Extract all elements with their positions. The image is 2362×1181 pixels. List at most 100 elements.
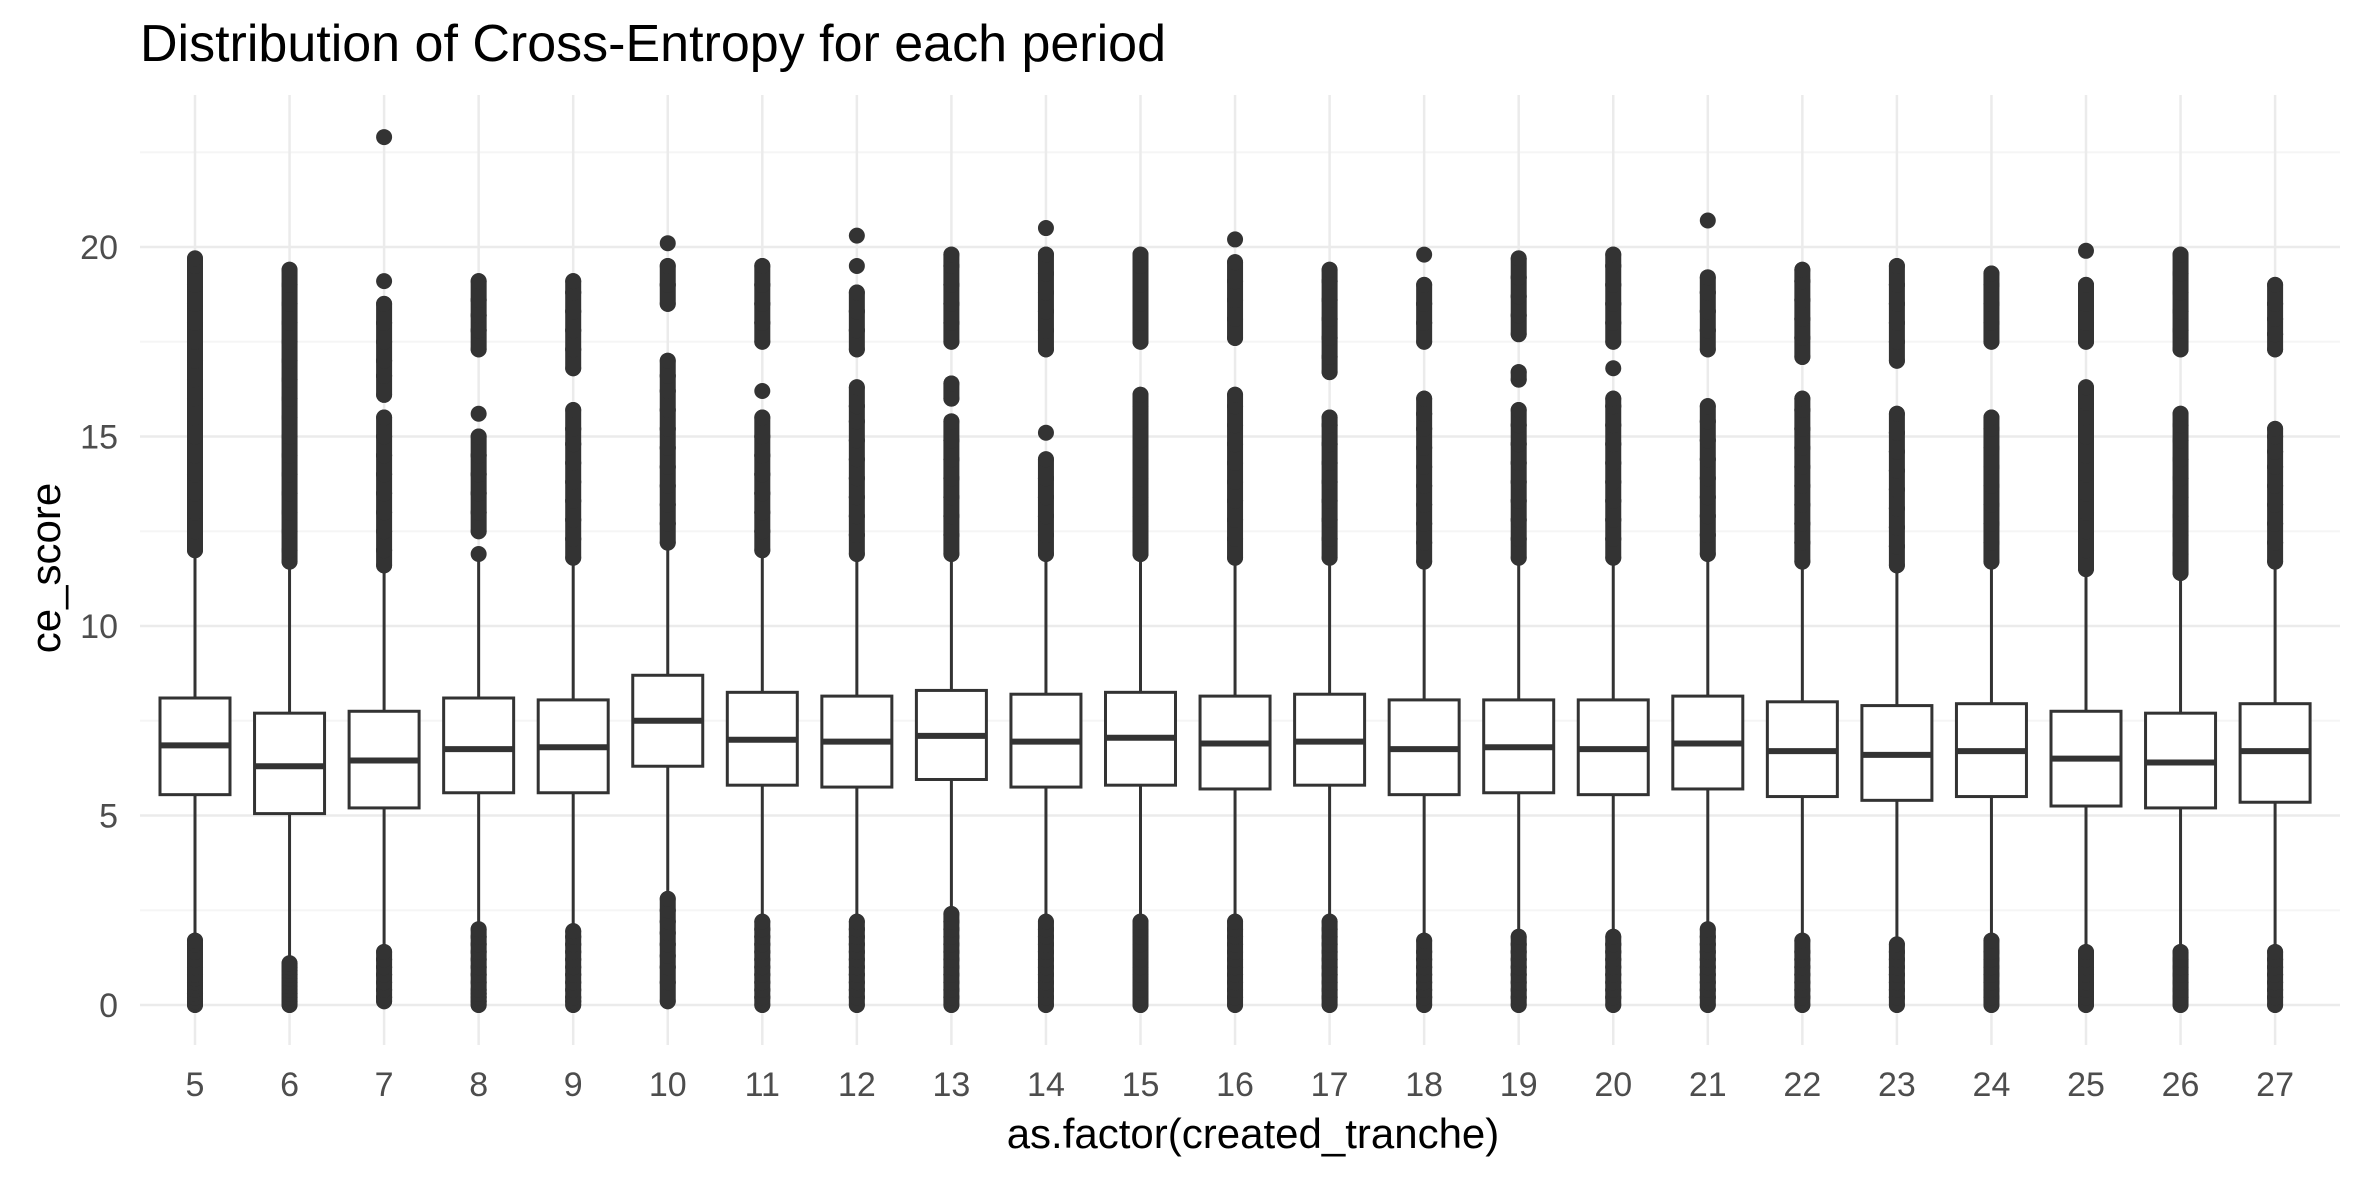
outlier-point	[943, 413, 960, 430]
outlier-point	[1605, 390, 1622, 407]
outlier-point	[659, 352, 676, 369]
outlier-point	[659, 235, 676, 252]
outlier-point	[2078, 242, 2094, 259]
outlier-point	[1699, 398, 1716, 415]
x-axis-title: as.factor(created_tranche)	[1007, 1110, 1500, 1157]
outlier-point	[848, 913, 865, 930]
box-18	[1387, 246, 1461, 1013]
x-tick-labels: 5 6 7 8 9 10 11 12 13 14 15 16 17 18 19 20 21 22 23 24 25 26 2…	[186, 1066, 2294, 1104]
box-8	[442, 273, 516, 1013]
y-tick-label: 10	[80, 608, 118, 646]
outlier-point	[1037, 451, 1054, 468]
box-9	[536, 273, 610, 1013]
outlier-point	[1510, 250, 1527, 267]
box-26	[2144, 246, 2218, 1013]
outlier-point	[187, 932, 203, 949]
outlier-point	[1983, 409, 2000, 426]
box-12	[820, 227, 894, 1013]
outlier-point	[848, 284, 865, 301]
x-tick-label: 21	[1689, 1066, 1727, 1104]
outlier-point	[1227, 231, 1244, 248]
outlier-point	[2172, 246, 2189, 263]
outlier-point	[1794, 932, 1811, 949]
x-tick-label: 13	[932, 1066, 970, 1104]
outlier-point	[1416, 390, 1433, 407]
y-tick-label: 15	[80, 419, 118, 457]
box-23	[1860, 257, 1934, 1013]
outlier-point	[1510, 401, 1527, 418]
outlier-point	[565, 923, 582, 940]
box-5	[158, 250, 232, 1013]
x-tick-label: 8	[469, 1066, 488, 1104]
outlier-point	[1037, 424, 1054, 441]
x-tick-label: 11	[745, 1066, 780, 1104]
outlier-point	[1321, 261, 1338, 278]
outlier-point	[1037, 246, 1054, 263]
outlier-point	[1983, 265, 2000, 282]
y-tick-labels: 0 5 10 15 20	[80, 229, 118, 1025]
outlier-point	[848, 379, 865, 396]
box-7	[347, 129, 421, 1010]
outlier-point	[2267, 420, 2284, 437]
box-22	[1765, 261, 1839, 1013]
outlier-point	[943, 906, 960, 923]
box-iqr	[442, 696, 516, 795]
x-tick-label: 12	[838, 1066, 876, 1104]
box-19	[1482, 250, 1556, 1013]
box-15	[1104, 246, 1177, 1013]
x-tick-label: 22	[1783, 1066, 1821, 1104]
outlier-point	[1227, 386, 1244, 403]
outlier-point	[2078, 943, 2094, 960]
x-tick-label: 27	[2256, 1066, 2294, 1104]
outlier-point	[376, 273, 393, 290]
outlier-point	[659, 257, 676, 274]
x-tick-label: 10	[649, 1066, 687, 1104]
outlier-point	[1888, 936, 1905, 953]
x-tick-label: 16	[1216, 1066, 1254, 1104]
outlier-point	[470, 405, 487, 422]
outlier-point	[1794, 261, 1811, 278]
outlier-point	[1132, 386, 1149, 403]
x-tick-label: 6	[280, 1066, 299, 1104]
x-tick-label: 18	[1405, 1066, 1443, 1104]
box-10	[631, 235, 705, 1010]
outlier-point	[754, 913, 771, 930]
outlier-point	[187, 250, 203, 267]
box-21	[1671, 212, 1745, 1013]
outlier-point	[565, 273, 582, 290]
outlier-point	[754, 409, 771, 426]
outlier-point	[1510, 928, 1527, 945]
outlier-point	[281, 955, 298, 972]
outlier-point	[1699, 212, 1716, 229]
box-16	[1198, 231, 1272, 1013]
x-tick-label: 7	[375, 1066, 394, 1104]
x-tick-label: 25	[2067, 1066, 2105, 1104]
outlier-point	[1605, 246, 1622, 263]
outlier-point	[2172, 943, 2189, 960]
outlier-point	[1037, 220, 1054, 237]
outlier-point	[1416, 276, 1433, 293]
outlier-point	[659, 890, 676, 907]
outlier-point	[376, 409, 393, 426]
chart-title: Distribution of Cross-Entropy for each p…	[140, 15, 1167, 73]
outlier-point	[376, 943, 393, 960]
outlier-point	[1983, 932, 2000, 949]
outlier-point	[565, 401, 582, 418]
outlier-point	[470, 273, 487, 290]
outlier-point	[1510, 364, 1527, 381]
y-tick-label: 0	[99, 987, 118, 1025]
box-25	[2049, 242, 2123, 1013]
outlier-point	[2078, 379, 2094, 396]
box-27	[2238, 276, 2312, 1013]
outlier-point	[1132, 246, 1149, 263]
outlier-point	[1605, 928, 1622, 945]
outlier-point	[943, 375, 960, 392]
x-tick-label: 9	[564, 1066, 583, 1104]
box-layer	[158, 129, 2312, 1013]
outlier-point	[1227, 913, 1244, 930]
box-20	[1576, 246, 1650, 1013]
y-tick-label: 5	[99, 798, 118, 836]
y-axis-title: ce_score	[22, 483, 69, 653]
outlier-point	[1699, 269, 1716, 286]
outlier-point	[2267, 276, 2284, 293]
